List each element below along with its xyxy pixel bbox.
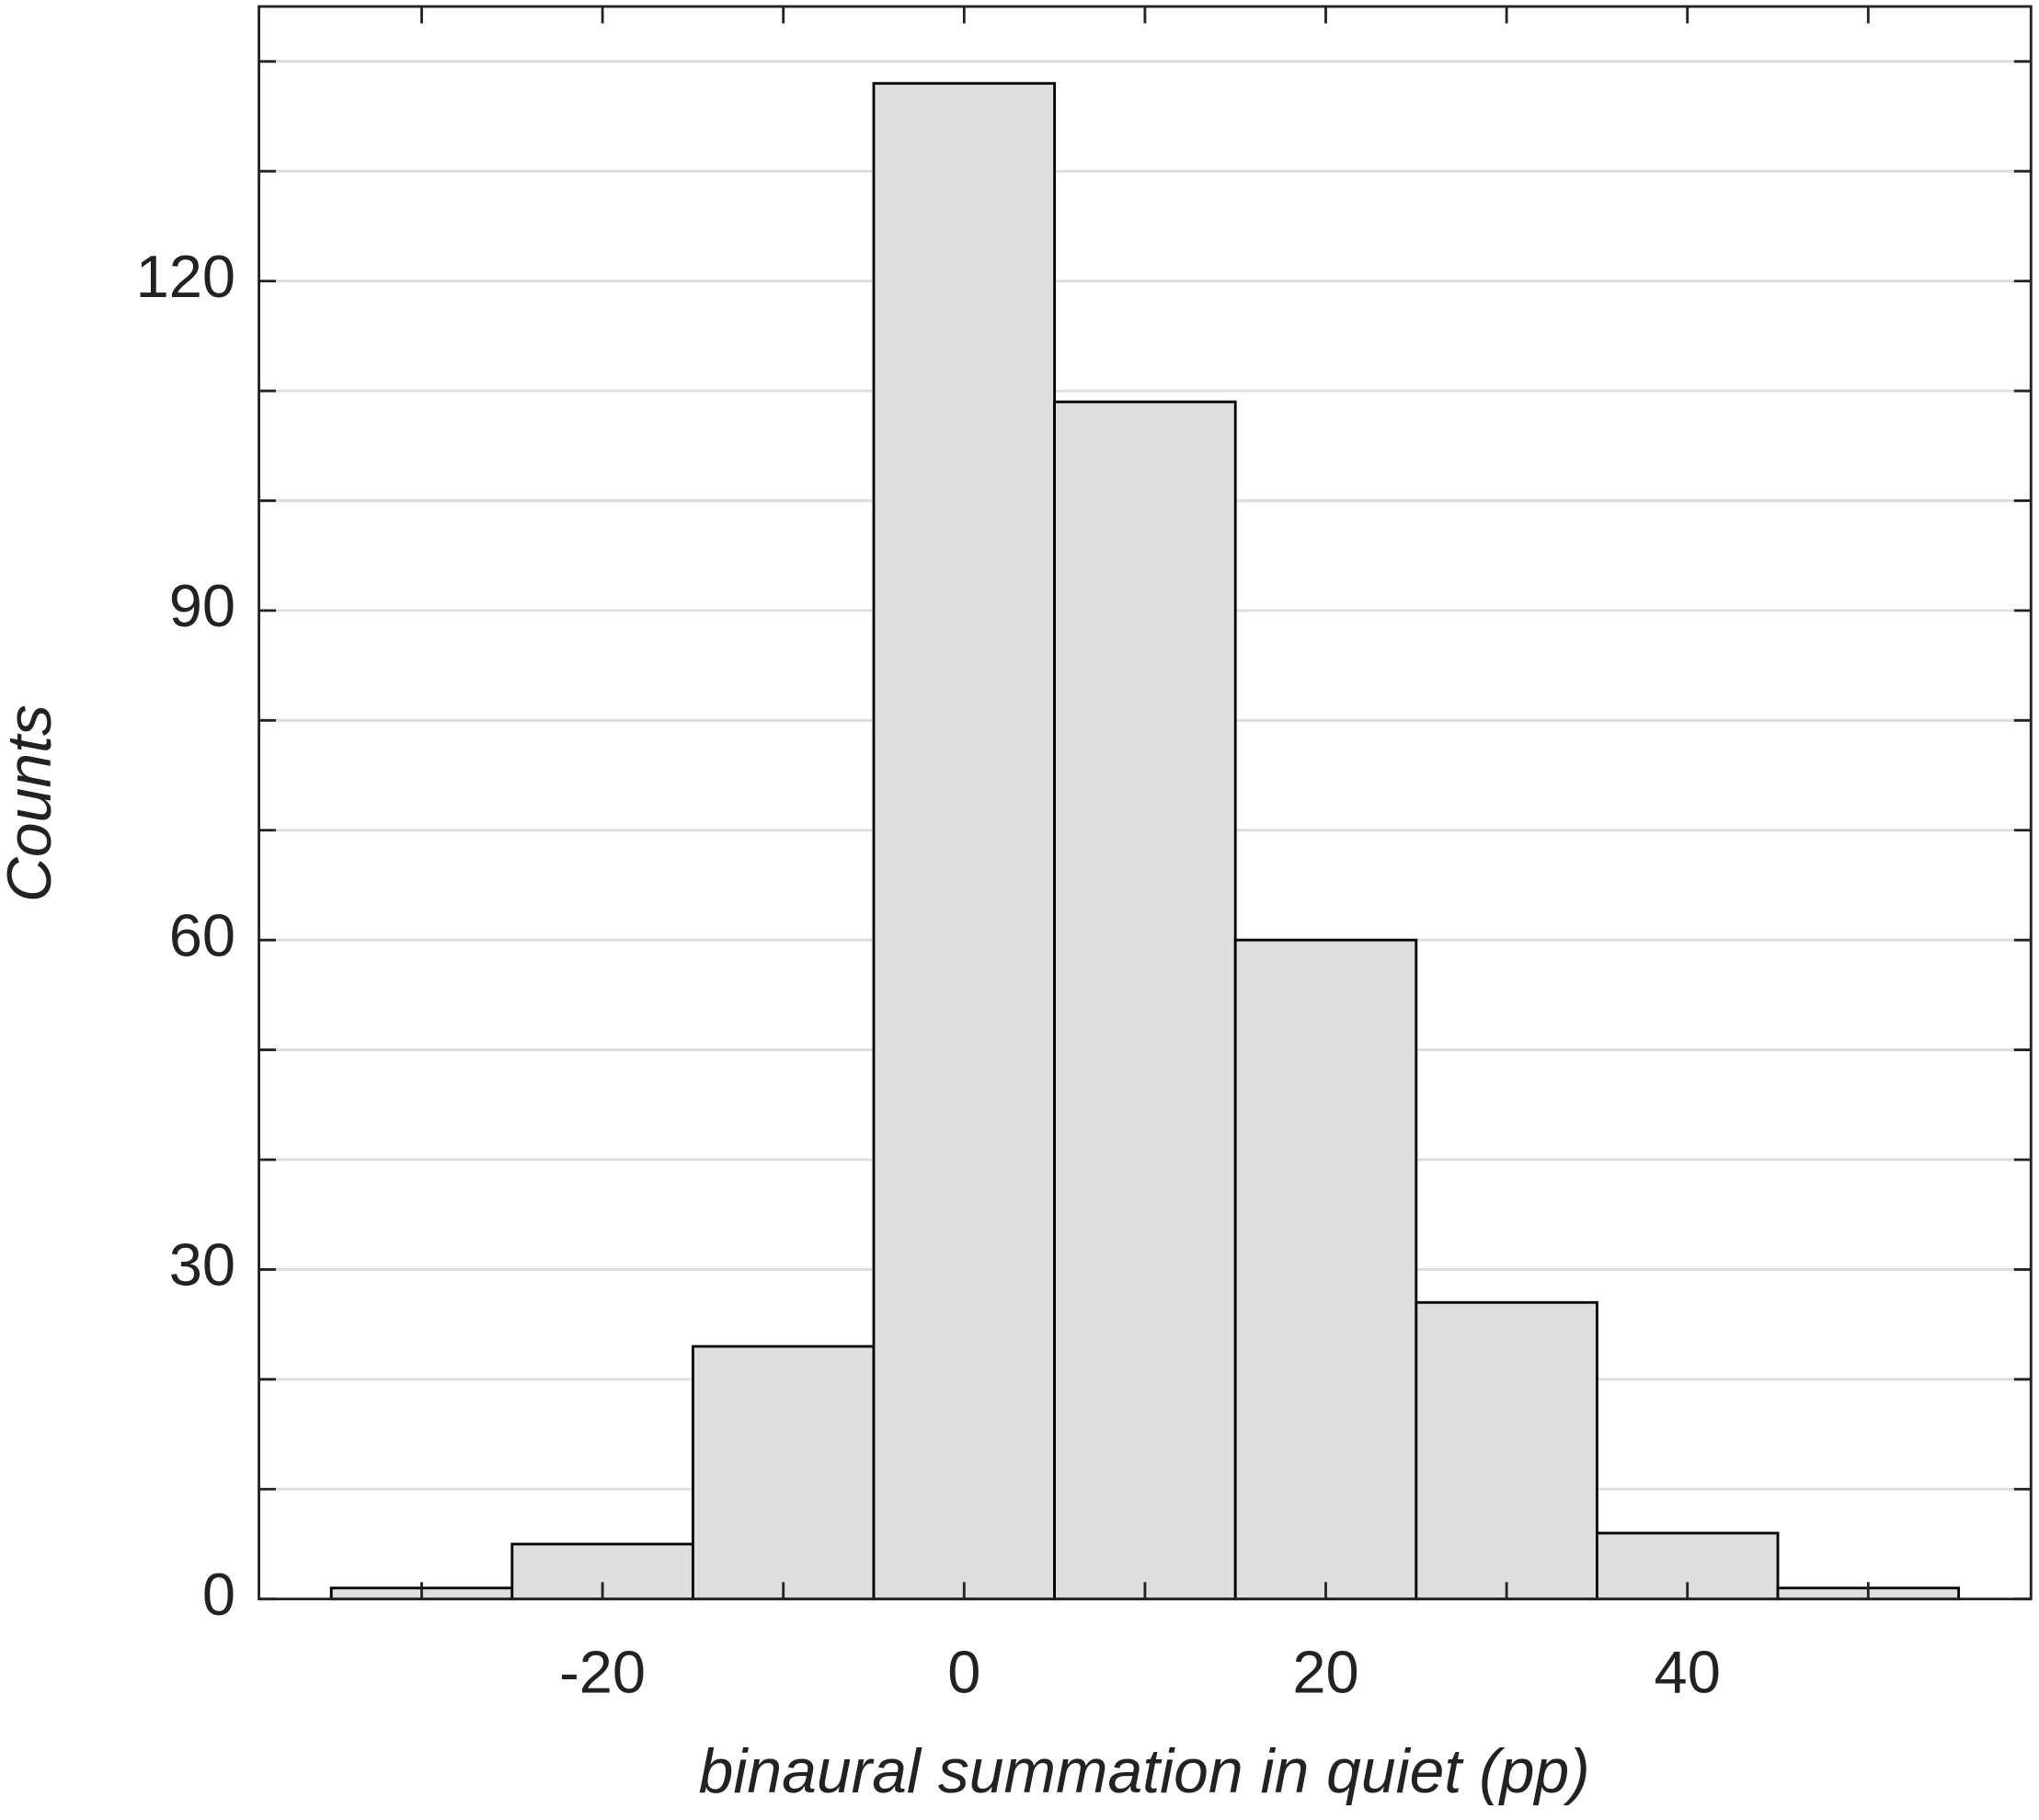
x-tick-label: 0 — [947, 1639, 980, 1706]
y-axis-label: Counts — [0, 704, 64, 902]
x-axis-label: binaural summation in quiet (pp) — [699, 1737, 1590, 1806]
bar — [691, 1345, 876, 1601]
y-tick-label: 0 — [202, 1561, 235, 1628]
x-tick-label: 40 — [1655, 1639, 1721, 1706]
y-tick-label: 60 — [169, 901, 235, 968]
bar — [1233, 938, 1418, 1601]
y-tick-label: 30 — [169, 1231, 235, 1299]
bar — [1415, 1300, 1598, 1601]
x-tick-label: -20 — [559, 1639, 646, 1706]
y-tick-label: 120 — [136, 243, 235, 310]
x-tick-label: 20 — [1292, 1639, 1358, 1706]
bar — [872, 82, 1057, 1601]
y-tick-label: 90 — [169, 572, 235, 639]
bar — [1053, 400, 1237, 1601]
